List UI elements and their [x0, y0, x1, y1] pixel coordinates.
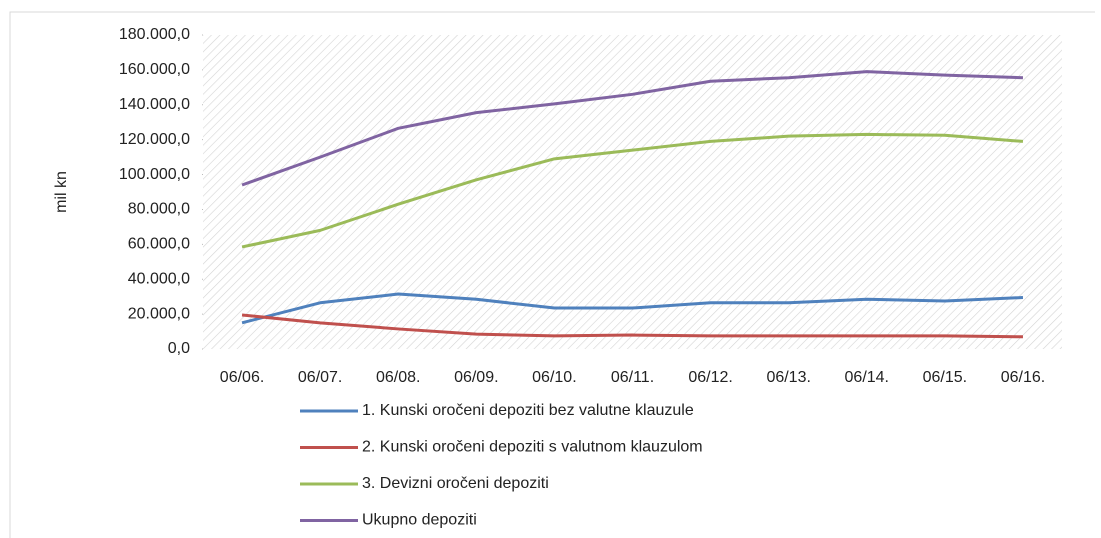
- legend-label: 1. Kunski oročeni depoziti bez valutne k…: [362, 402, 694, 419]
- y-tick-label: 0,0: [168, 340, 190, 357]
- x-tick-label: 06/06.: [220, 369, 264, 386]
- x-tick-label: 06/07.: [298, 369, 342, 386]
- series-line: [241, 70, 1024, 187]
- x-tick-label: 06/09.: [454, 369, 498, 386]
- frame: [9, 11, 1095, 538]
- x-tick-label: 06/12.: [688, 369, 732, 386]
- x-tick-label: 06/08.: [376, 369, 420, 386]
- y-tick-label: 160.000,0: [119, 61, 190, 78]
- y-tick-label: 20.000,0: [128, 305, 190, 322]
- x-tick-label: 06/13.: [766, 369, 810, 386]
- legend-label: 2. Kunski oročeni depoziti s valutnom kl…: [362, 439, 703, 456]
- y-axis-label: mil kn: [53, 171, 70, 213]
- x-tick-label: 06/10.: [532, 369, 576, 386]
- legend-label: 3. Devizni oročeni depoziti: [362, 475, 549, 492]
- y-tick-label: 100.000,0: [119, 166, 190, 183]
- y-tick-label: 80.000,0: [128, 201, 190, 218]
- series-line: [241, 292, 1024, 325]
- x-tick-label: 06/14.: [845, 369, 889, 386]
- y-tick-label: 60.000,0: [128, 236, 190, 253]
- series-line: [241, 132, 1024, 249]
- x-tick-label: 06/16.: [1001, 369, 1045, 386]
- legend-label: Ukupno depoziti: [362, 512, 477, 529]
- y-tick-label: 40.000,0: [128, 270, 190, 287]
- y-tick-label: 140.000,0: [119, 96, 190, 113]
- y-tick-label: 120.000,0: [119, 131, 190, 148]
- plot-area: [203, 35, 1062, 349]
- x-tick-label: 06/15.: [923, 369, 967, 386]
- y-tick-label: 180.000,0: [119, 26, 190, 43]
- series-line: [241, 313, 1023, 339]
- x-tick-label: 06/11.: [611, 369, 654, 386]
